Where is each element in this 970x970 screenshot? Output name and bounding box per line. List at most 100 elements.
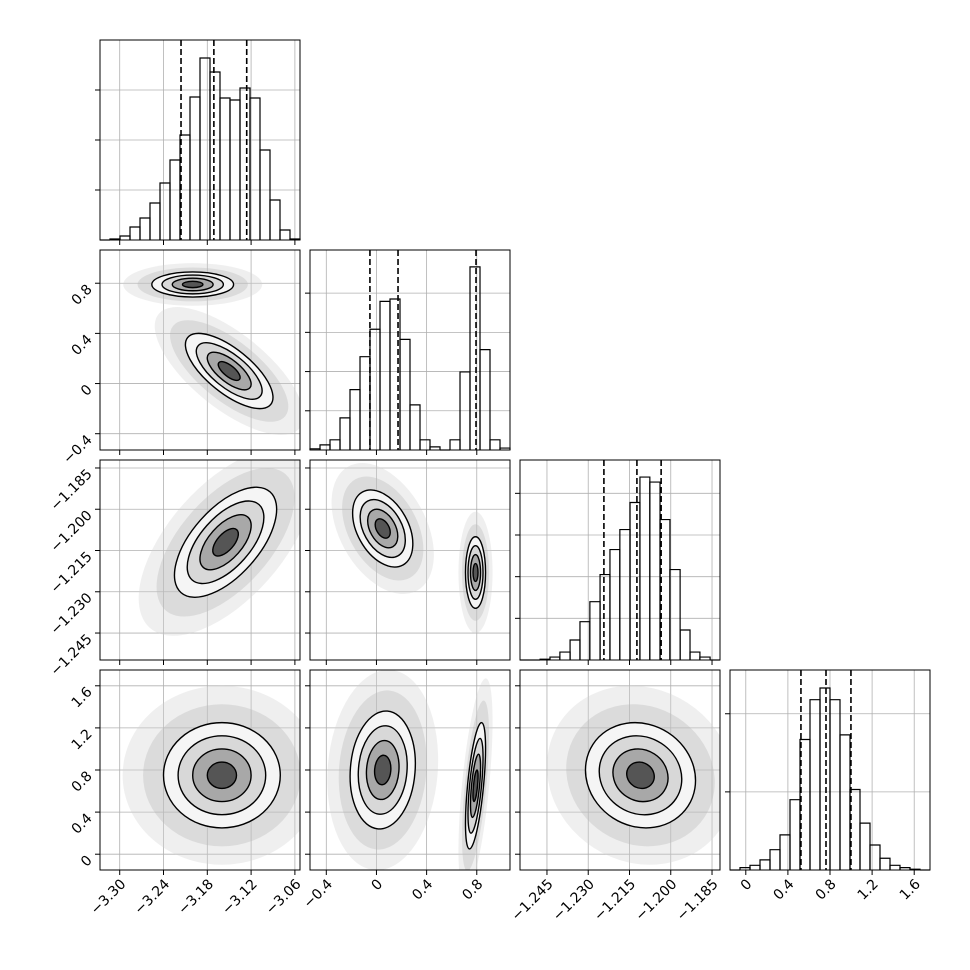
histogram-bin: [359, 356, 371, 450]
density: [122, 685, 300, 865]
panel-frame: [309, 459, 511, 661]
histogram-bin: [769, 849, 781, 870]
histogram-bin: [639, 476, 651, 660]
panel-frame: [99, 249, 301, 451]
contour: [374, 518, 391, 539]
contour: [472, 562, 479, 583]
x-tick-label: −3.12: [219, 876, 261, 918]
y-tick-label: 1.6: [69, 684, 96, 711]
histogram-bin: [819, 687, 831, 870]
x-tick-label: 1.2: [855, 876, 882, 903]
histogram-bin: [789, 799, 801, 870]
histogram-bin: [489, 439, 501, 450]
histogram-bin: [479, 349, 491, 450]
contour: [626, 761, 655, 790]
y-tick-label: −1.200: [48, 508, 96, 556]
histogram-bin: [779, 834, 791, 870]
histogram-bin: [859, 822, 871, 870]
histogram-bin: [249, 97, 261, 240]
panel-frame: [519, 459, 721, 661]
y-tick-label: 0.8: [69, 282, 96, 309]
density: [138, 460, 300, 636]
histogram-bin: [699, 656, 711, 660]
x-tick-label: 0: [738, 876, 756, 894]
histogram-bin: [399, 338, 411, 450]
histogram-bin: [339, 417, 351, 450]
histogram-bin: [629, 501, 641, 660]
histogram-bin: [689, 651, 701, 660]
y-tick-label: −0.4: [60, 432, 95, 467]
histogram-bin: [589, 601, 601, 660]
histogram-bin: [679, 629, 691, 660]
panel-frame: [729, 669, 931, 871]
x-tick-label: −3.18: [175, 876, 217, 918]
contour: [206, 761, 238, 790]
y-tick-label: 0: [78, 382, 96, 400]
x-tick-label: 0: [368, 876, 386, 894]
histogram-bin: [229, 99, 241, 240]
x-tick-label: −1.200: [632, 876, 680, 924]
x-tick-label: −1.245: [509, 876, 557, 924]
histogram-bin: [209, 71, 221, 240]
histogram-bin: [149, 202, 161, 240]
histogram-bin: [119, 235, 131, 240]
panel-frame: [99, 669, 301, 871]
x-tick-label: −0.4: [301, 876, 336, 911]
histogram-bin: [869, 844, 881, 870]
x-tick-label: −1.185: [674, 876, 722, 924]
x-tick-label: −3.06: [263, 876, 305, 918]
x-tick-label: 1.6: [897, 876, 924, 903]
x-tick-label: −1.230: [550, 876, 598, 924]
histogram-bin: [449, 439, 461, 450]
histogram-bin: [389, 298, 401, 450]
histogram-bin: [809, 699, 821, 870]
density: [546, 685, 720, 865]
histogram-bin: [329, 439, 341, 450]
histogram-bin: [889, 864, 901, 870]
panel-frame: [309, 249, 511, 451]
y-tick-label: −1.185: [48, 466, 96, 514]
histogram-bin: [419, 439, 431, 450]
x-tick-label: −3.30: [88, 876, 130, 918]
x-tick-label: 0.4: [770, 876, 797, 903]
histogram-bin: [569, 639, 581, 660]
contour: [181, 280, 204, 289]
y-tick-label: −1.215: [48, 549, 96, 597]
histogram-bin: [879, 857, 891, 870]
y-tick-label: 0.4: [69, 332, 96, 359]
contour: [472, 769, 479, 803]
histogram-bin: [159, 182, 171, 240]
contour: [373, 754, 392, 786]
histogram-bin: [259, 149, 271, 240]
histogram-bin: [599, 573, 611, 660]
y-tick-label: 0: [78, 853, 96, 871]
histogram-bin: [349, 389, 361, 450]
histogram-bin: [219, 97, 231, 240]
y-tick-label: −1.245: [48, 631, 96, 679]
y-tick-label: 0.8: [69, 768, 96, 795]
histogram-bin: [469, 266, 481, 450]
histogram-bin: [269, 199, 281, 240]
histogram-bin: [379, 300, 391, 450]
contour: [212, 527, 240, 557]
histogram-bin: [759, 859, 771, 870]
histogram-bin: [749, 864, 761, 870]
x-tick-label: 0.8: [459, 876, 486, 903]
histogram-bin: [559, 651, 571, 660]
histogram-bin: [649, 481, 661, 660]
histogram-bin: [839, 734, 851, 870]
density: [123, 263, 300, 435]
x-tick-label: 0.8: [813, 876, 840, 903]
histogram-bin: [129, 226, 141, 240]
histogram-bin: [139, 217, 151, 240]
histogram-bin: [619, 528, 631, 660]
panel-frame: [519, 669, 721, 871]
contour: [217, 360, 241, 382]
histogram-bin: [279, 229, 291, 240]
panel-frame: [99, 459, 301, 661]
y-tick-label: 0.4: [69, 810, 96, 837]
histogram-bin: [319, 444, 331, 450]
x-tick-label: −3.24: [132, 876, 174, 918]
histogram-bin: [829, 699, 841, 870]
